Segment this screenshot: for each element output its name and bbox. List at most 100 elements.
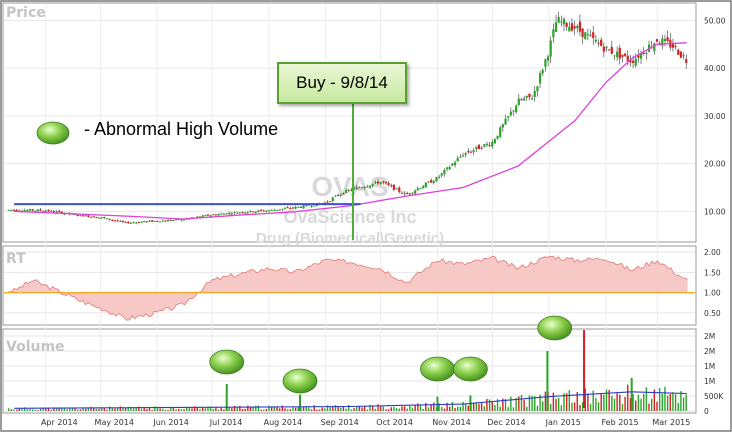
volume-bar <box>374 408 377 411</box>
volume-bar <box>265 408 268 411</box>
volume-bar <box>138 406 140 411</box>
high-volume-marker <box>209 349 245 375</box>
volume-bar <box>252 407 254 411</box>
x-tick-label: Sep 2014 <box>321 418 359 427</box>
candle-body <box>424 182 427 188</box>
volume-bar <box>422 408 424 411</box>
volume-bar <box>430 404 432 411</box>
volume-bar <box>595 398 597 411</box>
volume-bar <box>682 397 685 411</box>
volume-bar <box>656 401 658 411</box>
volume-bar <box>146 408 148 411</box>
volume-bar <box>666 395 669 411</box>
x-tick-label: Apr 2014 <box>41 418 78 427</box>
candle-body <box>655 39 659 42</box>
candle-body <box>639 52 643 59</box>
volume-spike-bar <box>436 396 439 411</box>
volume-bar <box>289 409 292 411</box>
candle-body <box>610 46 613 54</box>
candle-body <box>36 209 39 212</box>
volume-bar <box>464 403 467 411</box>
candle-body <box>560 21 563 23</box>
volume-bar <box>613 398 616 411</box>
candle-body <box>597 42 600 44</box>
volume-bar <box>393 406 395 411</box>
volume-bar <box>302 406 305 411</box>
candle-body <box>84 215 87 217</box>
candle-body <box>350 189 353 191</box>
volume-bar <box>10 409 13 411</box>
volume-tick-label: 0 <box>704 407 709 416</box>
volume-bar <box>454 408 456 411</box>
volume-bar <box>103 408 106 411</box>
volume-bar <box>446 402 448 411</box>
volume-bar <box>183 409 185 411</box>
volume-bar <box>637 394 640 411</box>
candle-body <box>520 99 523 101</box>
volume-bar <box>276 407 278 411</box>
volume-bar <box>571 402 573 411</box>
volume-bar <box>178 408 180 411</box>
volume-bar <box>220 407 222 411</box>
candle-body <box>504 118 507 125</box>
candle-body <box>148 220 151 222</box>
candle-body <box>523 98 526 101</box>
candle-body <box>485 143 489 146</box>
candle-body <box>629 59 632 63</box>
volume-bar <box>185 407 188 411</box>
volume-bar <box>58 407 60 411</box>
volume-bar <box>409 405 411 411</box>
candle-body <box>244 212 247 214</box>
volume-bar <box>255 405 257 411</box>
rt-tick-label: 2.00 <box>704 248 721 257</box>
candle-body <box>554 22 558 32</box>
candle-body <box>453 162 457 166</box>
candle-body <box>557 17 560 23</box>
volume-bar <box>557 397 560 411</box>
candle-body <box>541 69 544 74</box>
candle-body <box>549 40 552 57</box>
volume-bar <box>236 406 238 411</box>
volume-bar <box>260 409 262 411</box>
volume-bar <box>597 402 600 411</box>
volume-bar <box>677 402 679 411</box>
volume-bar <box>308 407 310 411</box>
volume-bar <box>318 409 321 411</box>
volume-bar <box>154 406 156 411</box>
volume-bar <box>544 391 547 411</box>
volume-bar <box>241 409 244 411</box>
volume-bar <box>411 408 414 411</box>
volume-bar <box>565 393 568 411</box>
price-tick-label: 30.00 <box>704 112 726 121</box>
candle-body <box>252 211 255 213</box>
candle-body <box>578 21 582 32</box>
volume-bar <box>581 402 584 411</box>
x-tick-label: Nov 2014 <box>432 418 471 427</box>
volume-bar <box>42 408 44 411</box>
volume-bar <box>403 406 406 411</box>
volume-bar <box>653 389 656 411</box>
candle-body <box>477 144 481 150</box>
price-tick-label: 20.00 <box>704 160 726 169</box>
volume-bar <box>77 409 79 411</box>
volume-bar <box>382 406 385 411</box>
volume-tick-label: 2M <box>704 347 715 356</box>
candle-body <box>618 47 621 59</box>
candle-body <box>7 209 10 211</box>
volume-bar <box>534 396 536 411</box>
volume-bar <box>478 403 480 411</box>
candle-body <box>374 181 377 183</box>
volume-bar <box>191 408 193 411</box>
candle-body <box>475 146 478 150</box>
candle-body <box>581 28 584 38</box>
volume-bar <box>366 409 369 411</box>
volume-bar <box>297 406 299 411</box>
price-plot <box>7 12 688 225</box>
candle-body <box>371 183 374 187</box>
candle-body <box>464 152 467 155</box>
candle-body <box>275 209 279 211</box>
volume-bar <box>387 409 390 411</box>
axis-labels: 10.00 20.00 30.00 40.00 50.00 Apr 2014 May 201… <box>41 16 726 427</box>
volume-bar <box>449 406 451 411</box>
volume-bar <box>23 407 26 411</box>
